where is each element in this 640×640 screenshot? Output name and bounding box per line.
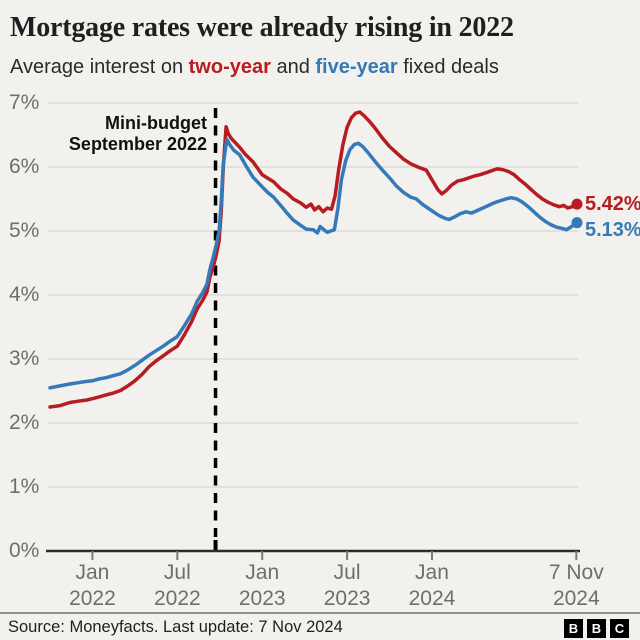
y-axis-label-4%: 4% [9, 283, 40, 306]
subtitle-two-year-label: two-year [188, 56, 271, 78]
two-year-end-value-label: 5.42% [585, 193, 640, 216]
x-axis-label-Jan-2023: Jan 2023 [212, 560, 312, 612]
source-note: Source: Moneyfacts. Last update: 7 Nov 2… [8, 618, 343, 636]
y-axis-label-5%: 5% [9, 219, 40, 242]
subtitle-five-year-label: five-year [315, 56, 398, 78]
x-axis-label-month: 7 Nov [548, 561, 604, 584]
x-axis-label-7 Nov-2024: 7 Nov 2024 [526, 560, 626, 612]
x-axis-label-year: 2024 [408, 587, 456, 610]
x-axis-label-year: 2023 [323, 587, 371, 610]
x-axis-label-year: 2024 [552, 587, 600, 610]
x-axis-label-month: Jul [333, 561, 361, 584]
y-axis-label-6%: 6% [9, 155, 40, 178]
x-axis-label-Jul-2023: Jul 2023 [297, 560, 397, 612]
page-title: Mortgage rates were already rising in 20… [10, 12, 514, 43]
five-year-end-dot [571, 217, 583, 229]
chart-subtitle: Average interest on two-year and five-ye… [10, 56, 499, 79]
five-year-line [48, 137, 579, 390]
two-year-line [48, 110, 579, 409]
subtitle-and: and [270, 56, 316, 78]
x-axis-label-month: Jan [415, 561, 449, 584]
x-axis-label-month: Jul [163, 561, 191, 584]
x-axis-label-Jan-2022: Jan 2022 [42, 560, 142, 612]
x-axis-label-year: 2022 [153, 587, 201, 610]
x-axis-label-year: 2023 [238, 587, 286, 610]
bbc-logo-block-b1: B [564, 619, 583, 638]
five-year-end-value-label: 5.13% [585, 218, 640, 241]
mini-budget-annotation: Mini-budget September 2022 [0, 113, 207, 155]
bbc-logo-block-c: C [610, 619, 629, 638]
bbc-logo: B B C [564, 619, 629, 638]
y-axis-label-0%: 0% [9, 539, 40, 562]
x-axis-label-month: Jan [245, 561, 280, 584]
y-axis-label-1%: 1% [9, 475, 40, 498]
x-axis-label-Jul-2022: Jul 2022 [127, 560, 227, 612]
bbc-logo-block-b2: B [587, 619, 606, 638]
y-axis-label-3%: 3% [9, 347, 40, 370]
annotation-line-1: Mini-budget [105, 113, 207, 133]
x-axis-label-Jan-2024: Jan 2024 [382, 560, 482, 612]
annotation-line-2: September 2022 [68, 134, 207, 154]
subtitle-suffix: fixed deals [397, 56, 499, 78]
subtitle-prefix: Average interest on [10, 56, 189, 78]
x-axis-label-month: Jan [75, 561, 110, 584]
y-axis-label-2%: 2% [9, 411, 40, 434]
y-axis-label-7%: 7% [9, 91, 40, 114]
x-axis-label-year: 2022 [69, 587, 116, 610]
footer-bar: Source: Moneyfacts. Last update: 7 Nov 2… [0, 612, 640, 640]
two-year-end-dot [571, 198, 583, 210]
